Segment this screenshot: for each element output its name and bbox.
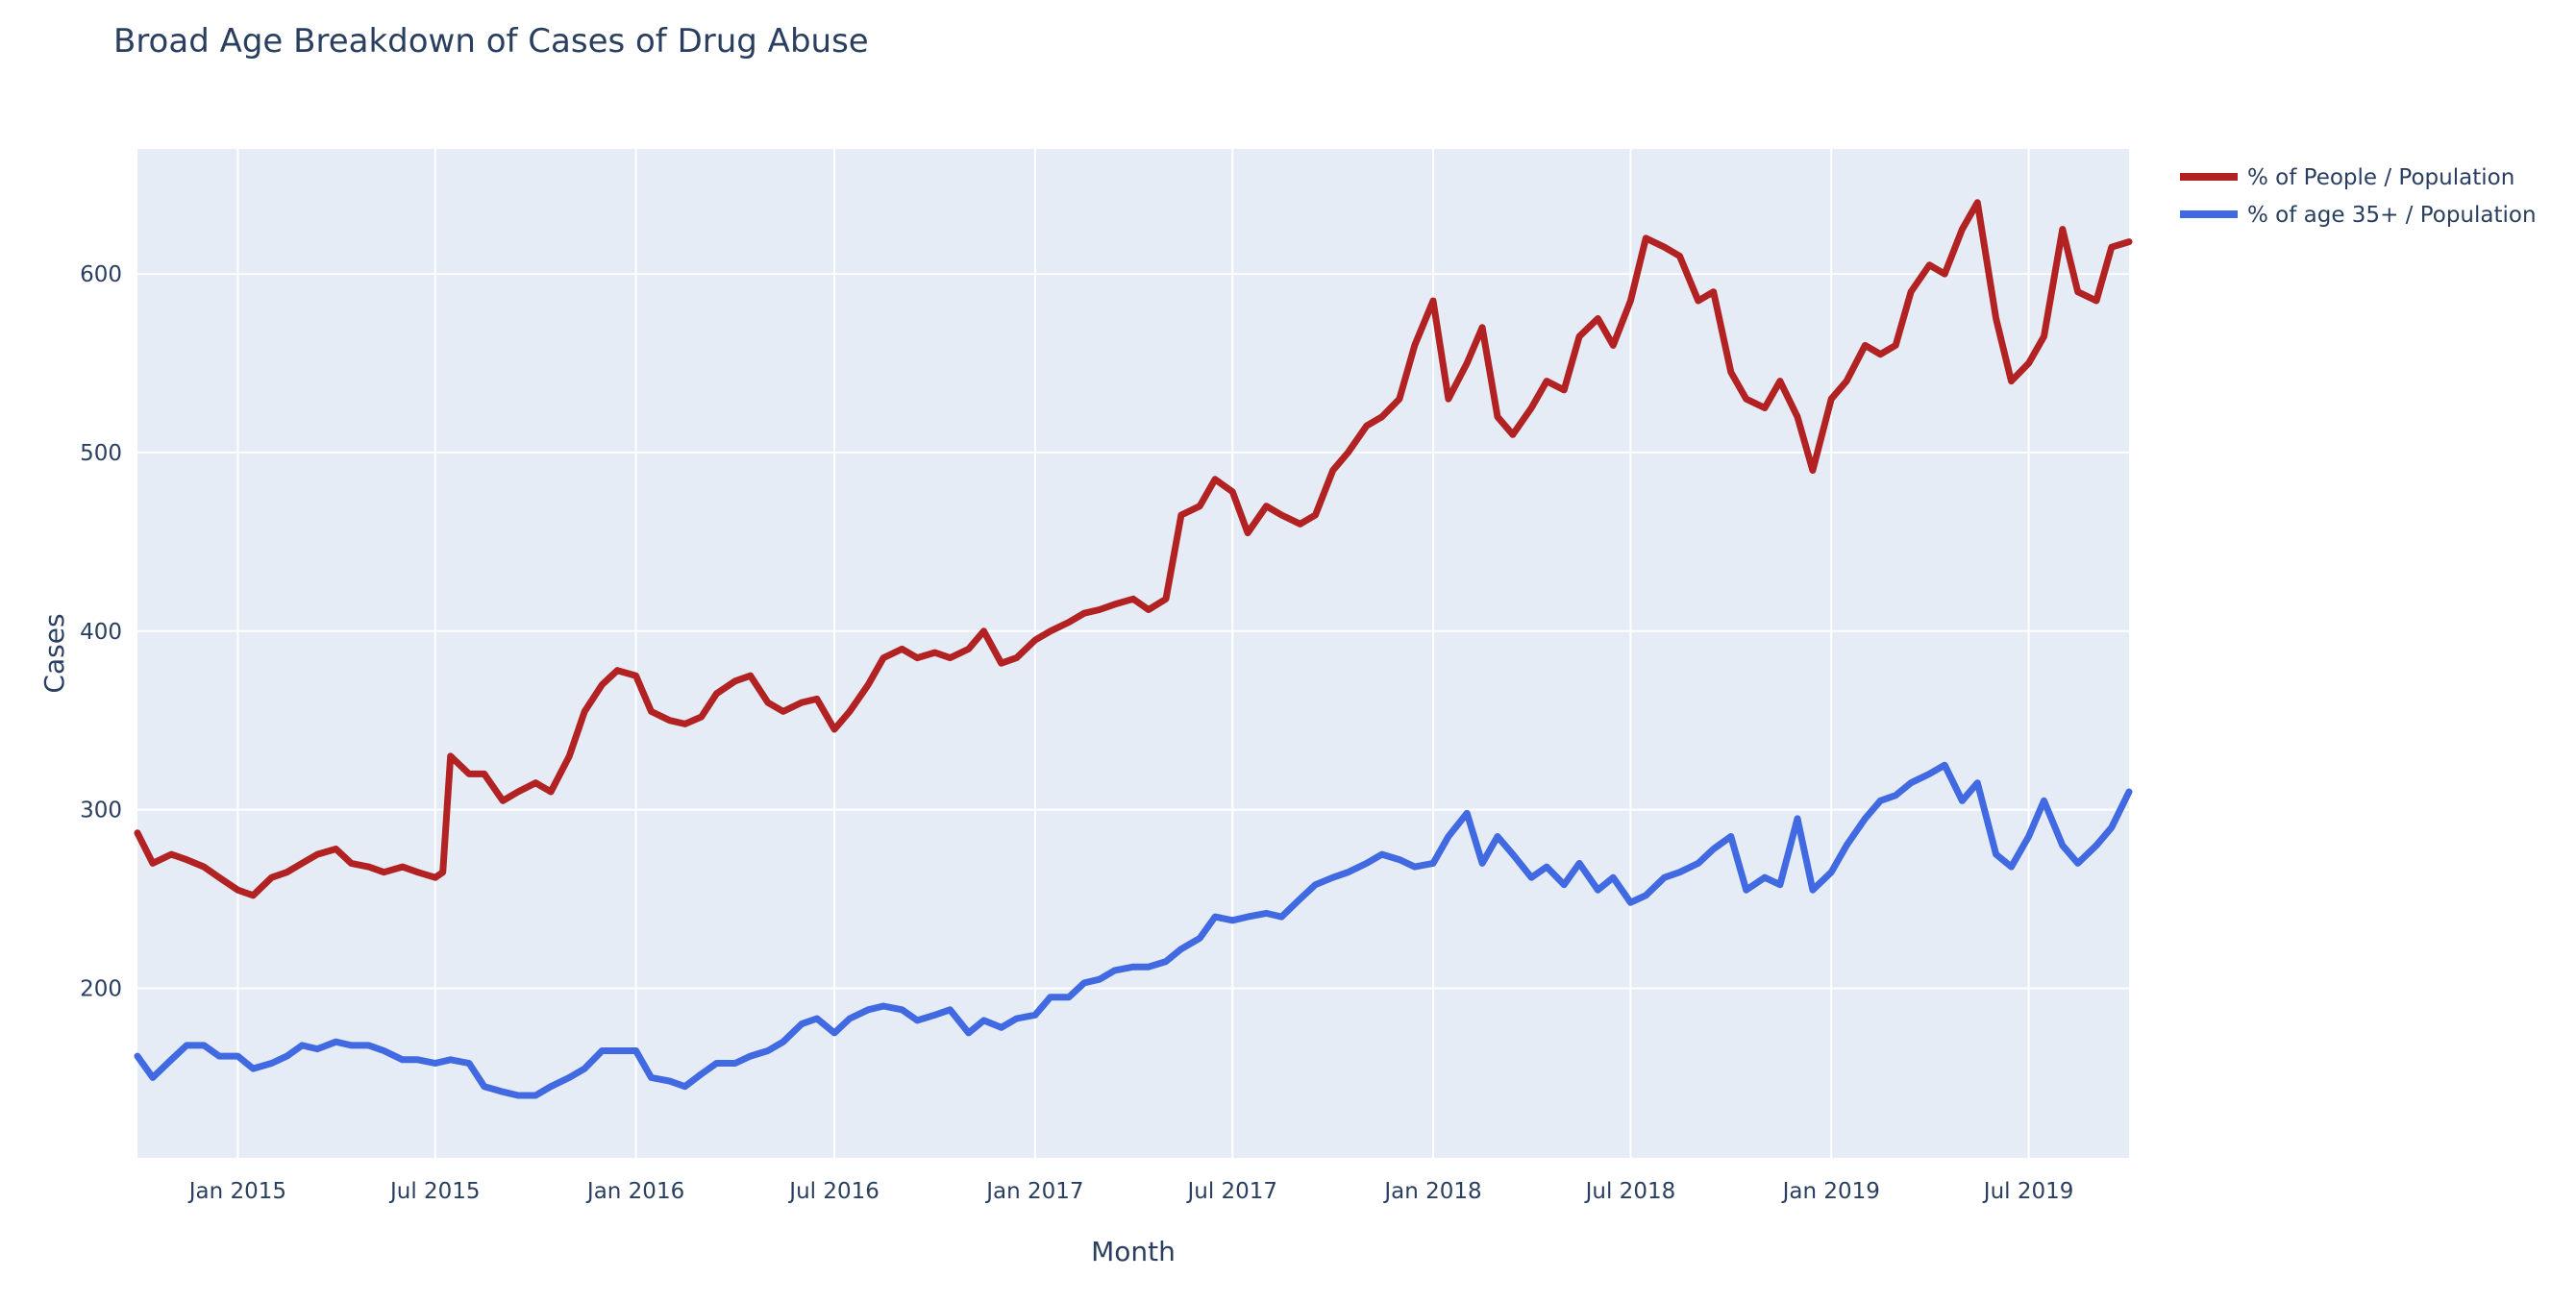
x-tick-label: Jul 2016 xyxy=(787,1179,879,1204)
legend-label: % of age 35+ / Population xyxy=(2247,203,2537,228)
legend-label: % of People / Population xyxy=(2247,165,2514,190)
y-gridlines xyxy=(137,273,2129,990)
series-lines xyxy=(134,199,2133,1099)
y-tick-label: 300 xyxy=(80,799,122,824)
y-tick-label: 600 xyxy=(80,262,122,287)
y-tick-label: 500 xyxy=(80,441,122,466)
legend[interactable]: % of People / Population % of age 35+ / P… xyxy=(2180,165,2537,228)
plot-area xyxy=(137,149,2129,1158)
x-tick-label: Jul 2017 xyxy=(1185,1179,1277,1204)
x-tick-label: Jan 2017 xyxy=(984,1179,1083,1204)
y-tick-label: 200 xyxy=(80,976,122,1001)
y-tick-label: 400 xyxy=(80,620,122,645)
x-tick-labels: Jan 2015 Jul 2015 Jan 2016 Jul 2016 Jan 2017… xyxy=(187,1179,2074,1204)
legend-item-2[interactable]: % of age 35+ / Population xyxy=(2180,203,2537,228)
legend-item-1[interactable]: % of People / Population xyxy=(2180,165,2514,190)
x-tick-label: Jan 2015 xyxy=(187,1179,286,1204)
y-axis-title: Cases xyxy=(38,613,70,693)
series-line-2 xyxy=(134,761,2133,1099)
x-tick-label: Jul 2018 xyxy=(1584,1179,1676,1204)
x-gridlines xyxy=(236,149,2030,1158)
x-tick-label: Jul 2015 xyxy=(388,1179,481,1204)
x-tick-label: Jan 2016 xyxy=(585,1179,684,1204)
series-line-1 xyxy=(134,199,2133,899)
y-tick-labels: 200 300 400 500 600 xyxy=(80,262,122,1001)
chart-title: Broad Age Breakdown of Cases of Drug Abu… xyxy=(113,22,869,61)
x-tick-label: Jul 2019 xyxy=(1982,1179,2074,1204)
x-tick-label: Jan 2018 xyxy=(1382,1179,1481,1204)
x-axis-title: Month xyxy=(1091,1236,1176,1267)
x-tick-label: Jan 2019 xyxy=(1781,1179,1880,1204)
